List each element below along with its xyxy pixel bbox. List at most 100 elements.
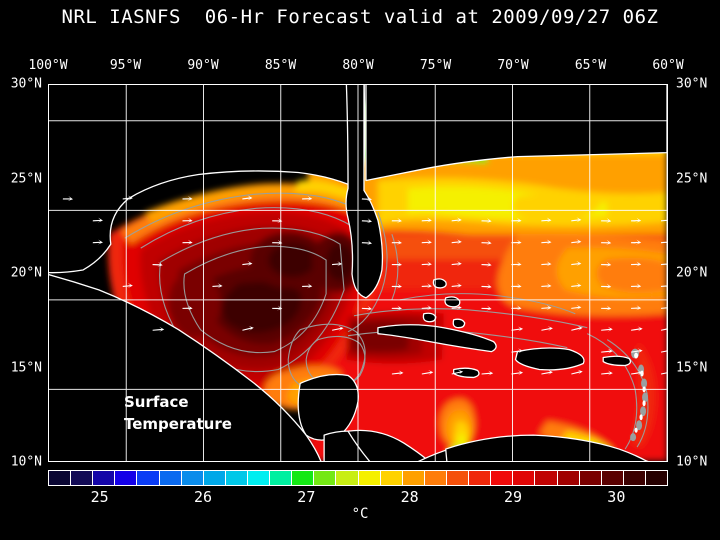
current-vector [511,217,522,223]
current-vector [212,283,223,289]
lat-tick-r-10N: 10°N [676,454,708,470]
current-vector [391,217,402,223]
current-vector [601,305,612,311]
map-annotation: Surface Temperature [124,392,232,436]
current-vector [272,218,283,223]
colorbar-swatch-27 [645,471,668,485]
current-vector [571,282,582,288]
lat-tick-l-15N: 15°N [10,360,42,375]
colorbar-swatch-8 [225,471,248,485]
current-vector [242,195,253,201]
current-vector [511,326,524,332]
current-vector [571,239,582,245]
current-vector [601,239,612,245]
current-vector [391,261,402,267]
current-vector [631,348,643,354]
lat-tick-r-30N: 30°N [676,76,708,92]
current-vector [511,261,522,267]
colorbar-swatch-10 [270,471,293,485]
colorbar-swatch-26 [623,471,646,485]
colorbar-label-29: 29 [503,488,523,506]
annotation-line-1: Surface [124,393,189,411]
current-vector [451,304,462,310]
colorbar-label-30: 30 [607,488,626,506]
current-vector [571,369,583,375]
current-vector [421,239,432,245]
longitude-axis-labels: 100°W 95°W 90°W 85°W 80°W 75°W 70°W 65°W 60°W [0,58,720,76]
current-vector [660,239,667,245]
map-gridlines [49,85,667,461]
colorbar-swatch-4 [137,471,160,485]
lat-tick-l-10N: 10°N [10,454,42,470]
current-vector [481,283,492,289]
current-vector [332,261,343,267]
colorbar-swatch-2 [93,471,116,485]
current-vector [571,217,582,223]
lat-tick-r-15N: 15°N [676,360,708,375]
current-vector [511,348,524,354]
current-vector [242,325,254,331]
colorbar-swatch-16 [402,471,425,485]
current-vector [62,196,74,201]
current-vector [511,239,522,245]
current-vector [361,196,372,202]
current-vector [272,305,283,311]
map-plot-area[interactable] [48,84,668,462]
lon-tick-65W: 65°W [574,58,607,73]
lon-tick-85W: 85°W [264,58,297,73]
colorbar-swatch-20 [491,471,514,485]
current-vector [571,261,582,267]
colorbar-swatch-18 [446,471,470,485]
current-vector [451,217,462,223]
current-vector [541,239,552,245]
colorbar-swatch-11 [292,471,315,485]
lon-tick-95W: 95°W [109,58,142,73]
current-vector [242,261,253,267]
current-vector [571,325,583,331]
current-vector [631,305,642,311]
lat-tick-l-25N: 25°N [10,171,42,186]
colorbar[interactable] [48,470,668,486]
current-vector [631,370,643,376]
current-vector [481,218,492,224]
current-vector [541,283,552,289]
current-vector [421,217,432,223]
colorbar-swatch-0 [49,471,72,485]
colorbar-swatch-3 [115,471,138,485]
current-vector [332,326,344,332]
colorbar-swatch-1 [71,471,94,485]
lat-tick-l-30N: 30°N [10,76,42,92]
landmasses [49,85,667,461]
colorbar-swatch-25 [601,471,624,485]
colorbar-unit-label: °C [351,506,369,522]
latitude-axis-labels-right: 30°N 25°N 20°N 15°N 10°N [672,0,720,540]
current-vector [451,261,462,267]
current-vector [391,370,404,376]
current-vector [182,239,193,245]
colorbar-swatch-24 [579,471,602,485]
lon-tick-100W: 100°W [28,58,68,73]
current-vector [391,283,402,289]
lon-tick-80W: 80°W [342,58,374,73]
current-vector [481,261,492,267]
current-vector [302,195,313,201]
lon-tick-60W: 60°W [652,58,684,73]
current-vector [481,305,492,311]
current-vector [122,283,133,288]
sst-field-svg [49,85,667,461]
current-vector [631,283,642,289]
current-vector [92,239,103,245]
annotation-line-2: Temperature [124,414,232,433]
current-vector [421,261,432,267]
colorbar-swatch-7 [203,471,226,485]
current-vector [601,326,613,332]
latitude-axis-labels-left: 30°N 25°N 20°N 15°N 10°N [0,0,46,540]
current-vector [631,239,642,245]
current-vector [182,305,193,311]
current-vector [152,326,165,332]
current-vector [541,217,552,223]
colorbar-swatch-12 [314,471,337,485]
colorbar-swatch-13 [336,471,359,485]
colorbar-swatch-14 [358,471,381,485]
